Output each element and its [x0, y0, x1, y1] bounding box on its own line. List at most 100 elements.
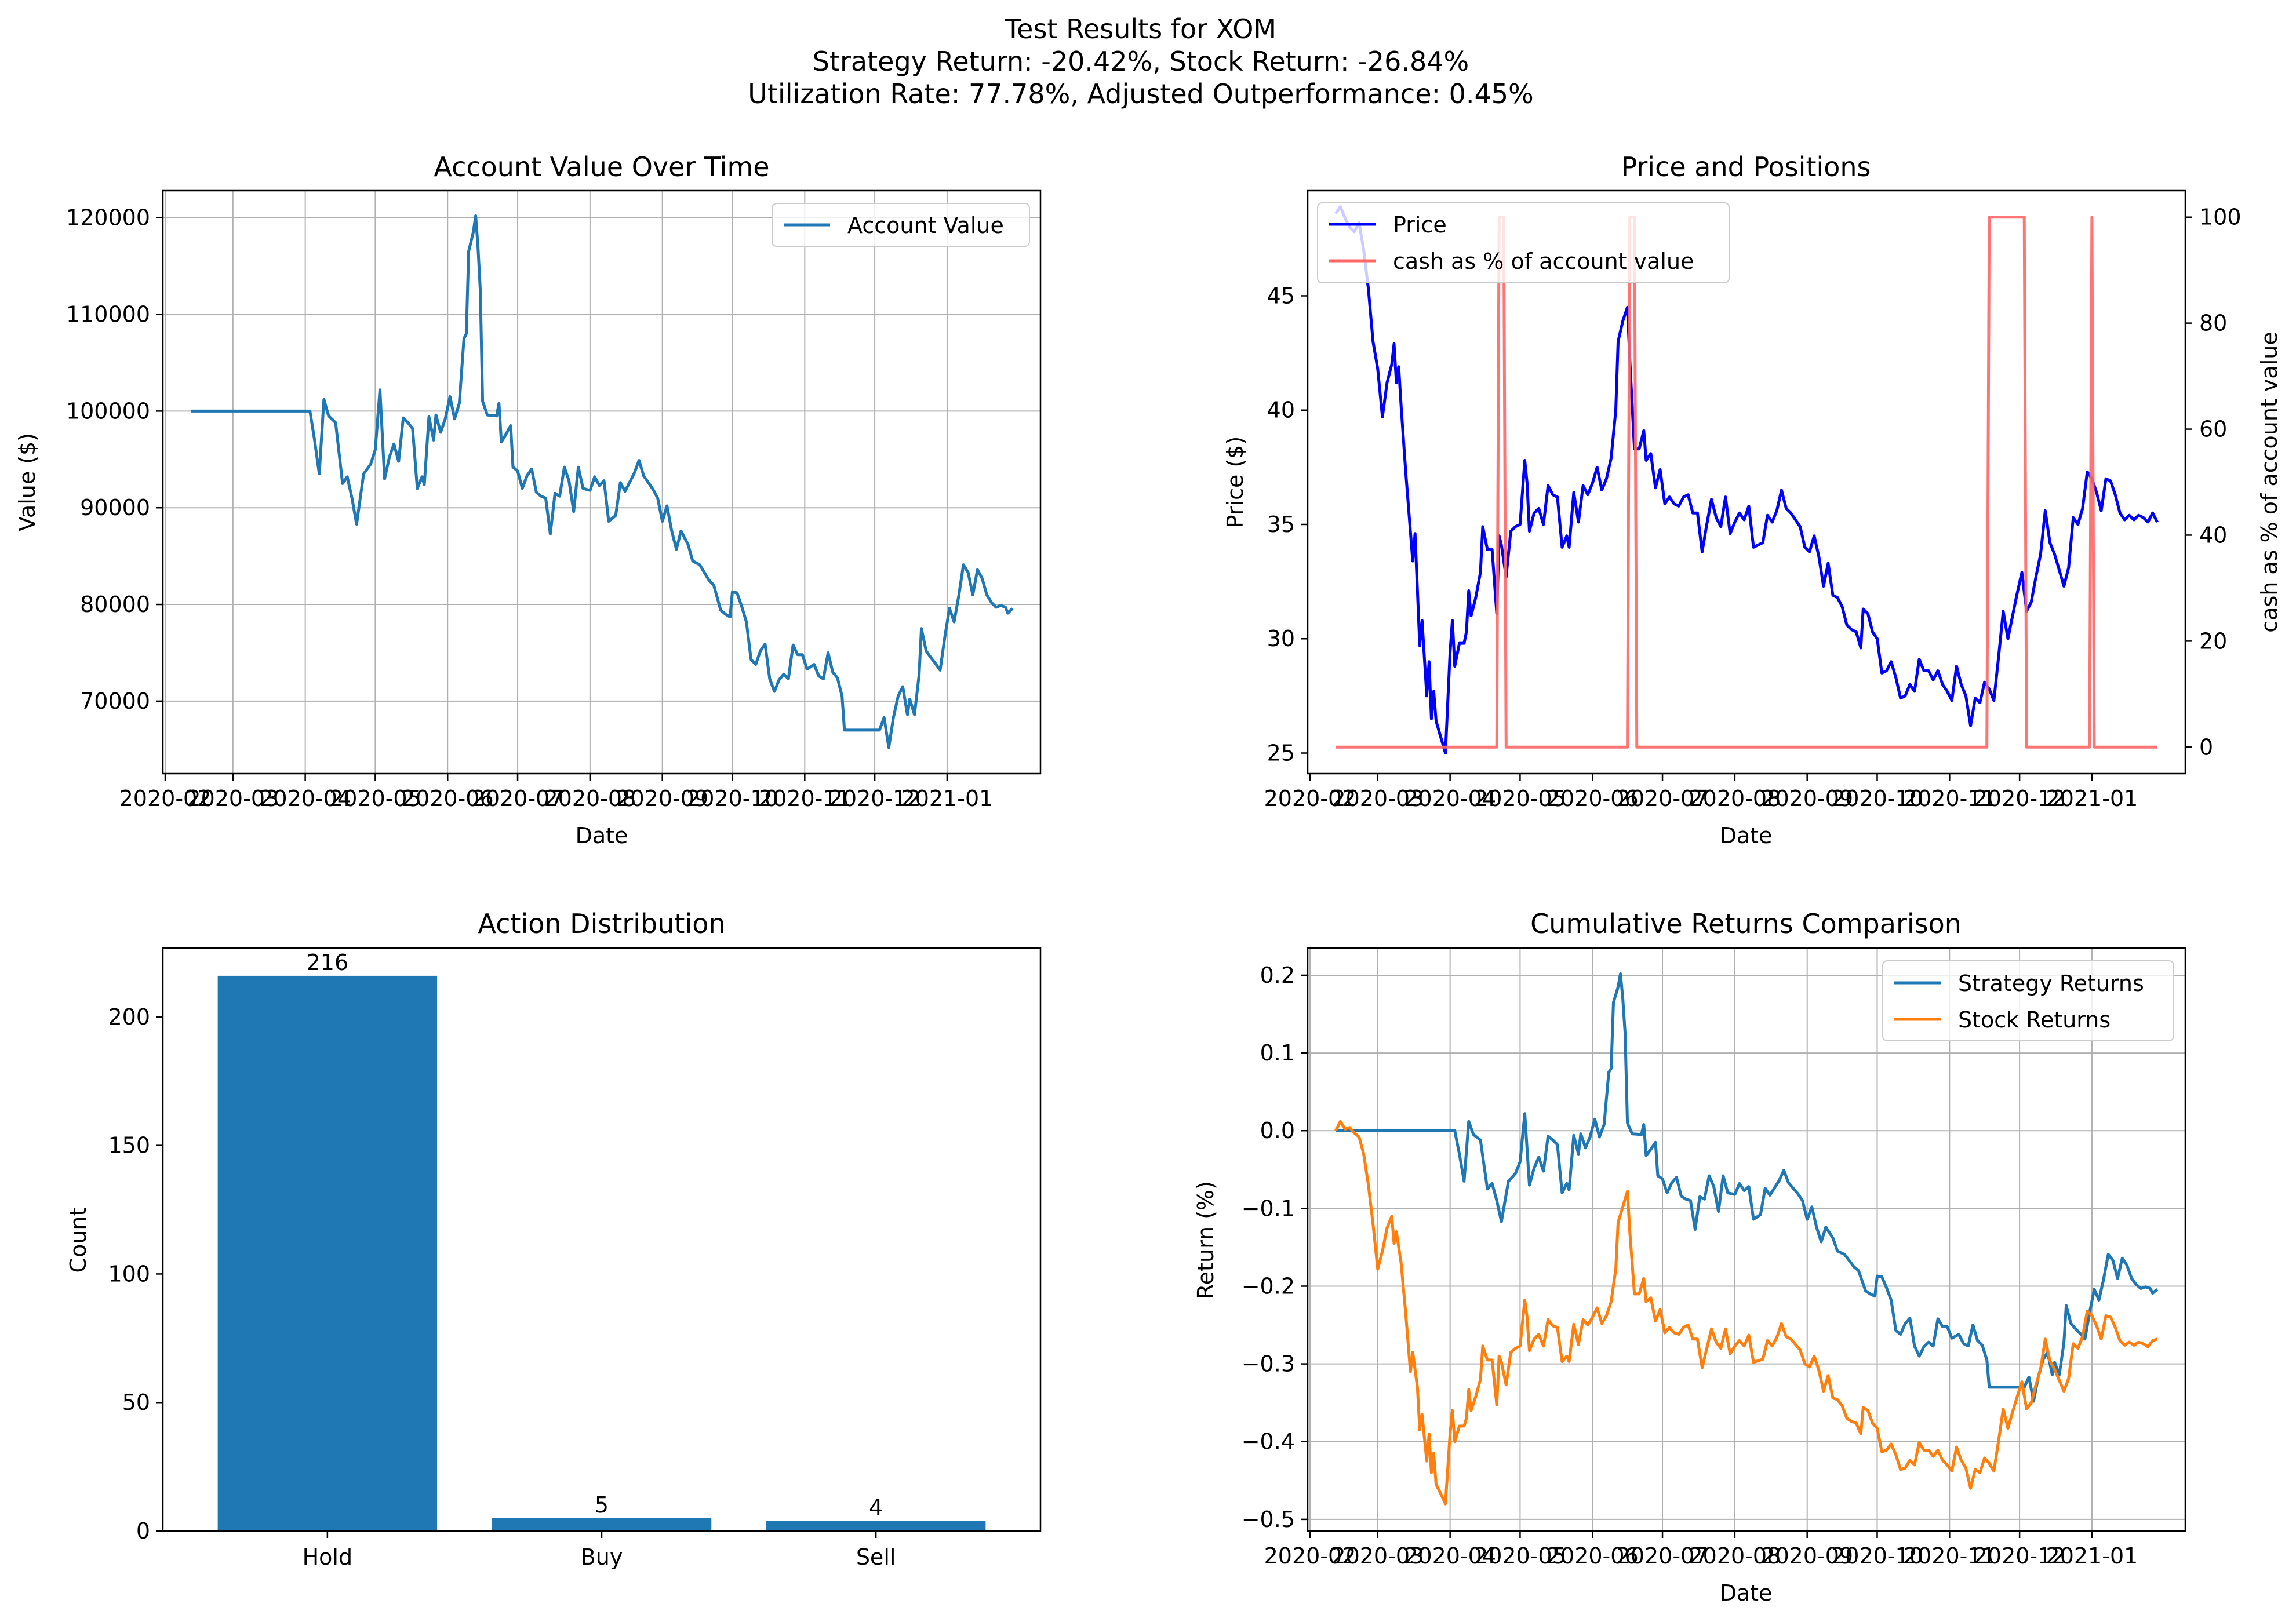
price-legend: Price cash as % of account value — [1317, 202, 1730, 283]
x-tick-label: Hold — [303, 1544, 353, 1570]
account-x-label: Date — [576, 823, 628, 848]
x-tick-label: 2020-05 — [1474, 1543, 1566, 1569]
bar-sell — [766, 1521, 986, 1531]
returns-series — [1334, 972, 2159, 1506]
y-tick-label: 100 — [2199, 205, 2242, 230]
y-tick-label: −0.4 — [1242, 1429, 1295, 1455]
returns-y-axis: −0.5 −0.4 −0.3 −0.2 −0.1 0.0 0.1 0.2 — [1242, 963, 1308, 1532]
y-tick-label: 80000 — [80, 592, 150, 617]
bar-hold — [217, 975, 438, 1531]
actions-y-label: Count — [66, 1208, 91, 1273]
actions-y-axis: 0 50 100 150 200 — [108, 1004, 163, 1544]
y-tick-label: 50 — [122, 1390, 150, 1415]
returns-legend: Strategy Returns Stock Returns — [1882, 960, 2174, 1041]
y-tick-label: 25 — [1267, 740, 1295, 766]
y-tick-label: 70000 — [80, 688, 150, 714]
price-positions-panel: Price and Positions 2020-022020-032020-0… — [1222, 151, 2282, 848]
returns-chart-title: Cumulative Returns Comparison — [1530, 908, 1962, 939]
actions-bars: 216 5 4 — [217, 950, 986, 1531]
x-tick-label: 2020-07 — [1617, 1543, 1709, 1569]
x-tick-label: Sell — [856, 1544, 896, 1570]
y-tick-label: 45 — [1267, 283, 1295, 308]
x-tick-label: 2020-08 — [1689, 1543, 1781, 1569]
y-tick-label: 0.2 — [1260, 963, 1295, 988]
x-tick-label: 2020-09 — [1761, 786, 1853, 811]
cumulative-returns-panel: Cumulative Returns Comparison 2020-02202… — [1193, 908, 2186, 1606]
x-tick-label: 2020-05 — [1474, 786, 1566, 811]
account-x-axis: 2020-022020-032020-042020-052020-062020-… — [119, 774, 993, 811]
cash-y-label: cash as % of account value — [2257, 331, 2282, 632]
account-value-line — [191, 214, 1014, 749]
x-tick-label: 2020-06 — [1547, 1543, 1639, 1569]
returns-plot-frame — [1307, 947, 2186, 1532]
x-tick-label: 2020-12 — [1974, 786, 2066, 811]
x-tick-label: 2020-12 — [1974, 1543, 2066, 1569]
x-tick-label: 2020-11 — [1904, 786, 1996, 811]
y-tick-label: 30 — [1267, 626, 1295, 651]
actions-chart-title: Action Distribution — [478, 908, 725, 939]
x-tick-label: 2021-01 — [2046, 1543, 2138, 1569]
stock-legend-label: Stock Returns — [1958, 1007, 2111, 1033]
returns-grid — [1308, 948, 2185, 1531]
y-tick-label: 40 — [1267, 398, 1295, 423]
y-tick-label: 100000 — [66, 398, 150, 424]
x-tick-label: 2020-02 — [1264, 786, 1356, 811]
returns-legend-box — [1882, 960, 2174, 1041]
x-tick-label: 2020-07 — [1617, 786, 1709, 811]
price-legend-box — [1317, 202, 1730, 283]
suptitle-line-2: Strategy Return: -20.42%, Stock Return: … — [813, 46, 1469, 77]
cash-right-axis: 0 20 40 60 80 100 — [2185, 205, 2242, 760]
price-y-label: Price ($) — [1222, 436, 1248, 528]
action-distribution-panel: Action Distribution 216 5 4 Hold Buy Sell 0 5… — [66, 908, 1042, 1570]
bar-value-label: 4 — [869, 1495, 883, 1520]
y-tick-label: 0.0 — [1260, 1118, 1295, 1143]
y-tick-label: 35 — [1267, 512, 1295, 537]
x-tick-label: 2020-10 — [1831, 786, 1923, 811]
x-tick-label: 2020-04 — [259, 786, 351, 811]
account-series — [191, 214, 1014, 749]
account-y-label: Value ($) — [14, 433, 40, 531]
returns-x-axis: 2020-022020-032020-042020-052020-062020-… — [1264, 1531, 2138, 1569]
x-tick-label: 2020-02 — [119, 786, 212, 811]
y-tick-label: −0.3 — [1242, 1351, 1295, 1377]
price-left-axis: 25 30 35 40 45 — [1267, 283, 1308, 766]
y-tick-label: 90000 — [80, 495, 150, 520]
x-tick-label: 2020-05 — [329, 786, 421, 811]
price-x-label: Date — [1720, 823, 1773, 848]
x-tick-label: 2020-03 — [1331, 1543, 1424, 1569]
x-tick-label: 2020-09 — [1761, 1543, 1853, 1569]
x-tick-label: 2020-04 — [1404, 1543, 1496, 1569]
x-tick-label: 2020-09 — [616, 786, 708, 811]
y-tick-label: −0.5 — [1242, 1507, 1295, 1532]
y-tick-label: 0.1 — [1260, 1040, 1295, 1066]
x-tick-label: 2020-02 — [1264, 1543, 1356, 1569]
bar-value-label: 5 — [595, 1492, 609, 1518]
x-tick-label: 2020-08 — [544, 786, 636, 811]
y-tick-label: 0 — [2199, 734, 2213, 760]
bar-buy — [492, 1518, 712, 1531]
price-x-axis: 2020-022020-032020-042020-052020-062020-… — [1264, 774, 2138, 811]
y-tick-label: 0 — [136, 1518, 150, 1544]
x-tick-label: 2021-01 — [2046, 786, 2138, 811]
x-tick-label: 2020-10 — [686, 786, 778, 811]
account-legend: Account Value — [772, 203, 1030, 247]
returns-y-label: Return (%) — [1193, 1181, 1218, 1299]
y-tick-label: 120000 — [66, 205, 150, 231]
y-tick-label: 40 — [2199, 522, 2227, 548]
returns-x-label: Date — [1720, 1580, 1773, 1606]
price-line — [1334, 205, 2159, 754]
y-tick-label: 60 — [2199, 417, 2227, 442]
x-tick-label: 2020-03 — [187, 786, 279, 811]
suptitle-line-3: Utilization Rate: 77.78%, Adjusted Outpe… — [748, 78, 1534, 110]
y-tick-label: 100 — [108, 1261, 150, 1286]
account-legend-box — [772, 203, 1030, 247]
account-chart-title: Account Value Over Time — [434, 151, 769, 183]
x-tick-label: 2020-11 — [759, 786, 851, 811]
y-tick-label: 20 — [2199, 628, 2227, 654]
suptitle-line-1: Test Results for XOM — [1005, 13, 1276, 45]
stock-returns-line — [1334, 1120, 2158, 1506]
bar-value-label: 216 — [307, 950, 349, 975]
x-tick-label: 2020-04 — [1404, 786, 1496, 811]
strategy-legend-label: Strategy Returns — [1958, 971, 2144, 996]
